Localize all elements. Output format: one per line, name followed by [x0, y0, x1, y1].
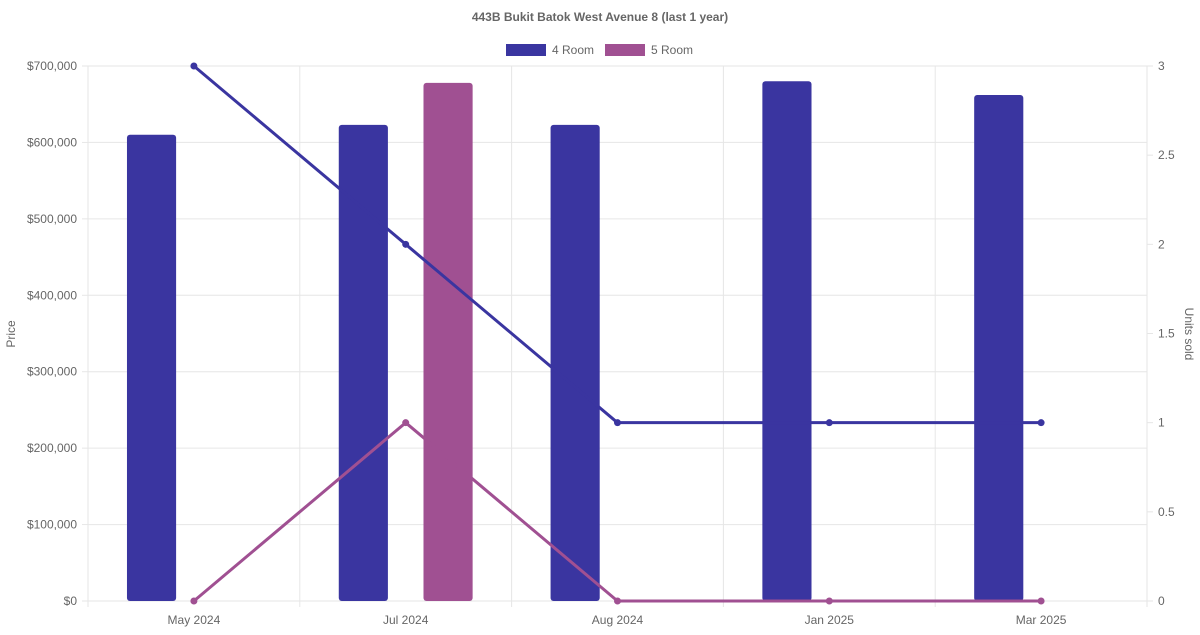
bar-4-room[interactable]: [762, 81, 812, 602]
point-5-room-units[interactable]: [1037, 597, 1045, 605]
y-right-tick-label: 3: [1158, 59, 1165, 73]
point-5-room-units[interactable]: [190, 597, 198, 605]
bar-5-room[interactable]: [423, 82, 473, 602]
y-axis-right-ticks: 0 0.5 1 1.5 2 2.5 3: [1158, 59, 1175, 608]
x-tick-label: Jul 2024: [383, 613, 429, 627]
y-left-tick-label: $0: [64, 594, 78, 608]
y-right-tick-label: 0: [1158, 594, 1165, 608]
y-axis-left-ticks: $0 $100,000 $200,000 $300,000 $400,000 $500,0…: [27, 59, 77, 608]
y-right-tick-label: 1: [1158, 416, 1165, 430]
point-4-room-units[interactable]: [614, 419, 621, 427]
x-tick-label: Aug 2024: [592, 613, 644, 627]
point-4-room-units[interactable]: [402, 240, 410, 248]
y-left-tick-label: $600,000: [27, 135, 77, 149]
point-4-room-units[interactable]: [1037, 419, 1045, 427]
x-tick-label: Jan 2025: [805, 613, 855, 627]
x-tick-label: May 2024: [168, 613, 221, 627]
chart-title: 443B Bukit Batok West Avenue 8 (last 1 y…: [472, 10, 728, 24]
legend-label-4-room[interactable]: 4 Room: [552, 43, 594, 57]
legend-swatch-5-room[interactable]: [605, 44, 645, 56]
legend-swatch-4-room[interactable]: [506, 44, 546, 56]
point-5-room-units[interactable]: [614, 597, 621, 605]
y-right-tick-label: 2: [1158, 237, 1165, 251]
y-axis-right-title: Units sold: [1182, 308, 1196, 361]
point-4-room-units[interactable]: [825, 419, 833, 427]
y-right-tick-label: 0.5: [1158, 505, 1175, 519]
bar-4-room[interactable]: [126, 134, 177, 602]
y-left-tick-label: $400,000: [27, 288, 77, 302]
line-5-room-units: [192, 421, 1042, 603]
grid: [82, 65, 1153, 607]
bars: [126, 81, 1024, 602]
x-tick-label: Mar 2025: [1016, 613, 1067, 627]
point-4-room-units[interactable]: [190, 62, 198, 70]
legend-label-5-room[interactable]: 5 Room: [651, 43, 693, 57]
y-left-tick-label: $100,000: [27, 518, 77, 532]
x-axis-ticks: May 2024 Jul 2024 Aug 2024 Jan 2025 Mar 2025: [168, 613, 1067, 627]
lines: [190, 62, 1045, 605]
y-right-tick-label: 2.5: [1158, 148, 1175, 162]
line-4-room-units: [192, 64, 1042, 425]
y-left-tick-label: $700,000: [27, 59, 77, 73]
point-5-room-units[interactable]: [402, 419, 410, 427]
y-left-tick-label: $200,000: [27, 441, 77, 455]
bar-4-room[interactable]: [338, 124, 388, 601]
legend: 4 Room 5 Room: [506, 43, 693, 57]
bar-4-room[interactable]: [974, 95, 1024, 602]
bar-4-room[interactable]: [550, 124, 600, 601]
y-left-tick-label: $500,000: [27, 212, 77, 226]
y-right-tick-label: 1.5: [1158, 327, 1175, 341]
y-left-tick-label: $300,000: [27, 365, 77, 379]
y-axis-left-title: Price: [4, 320, 18, 348]
point-5-room-units[interactable]: [825, 597, 833, 605]
